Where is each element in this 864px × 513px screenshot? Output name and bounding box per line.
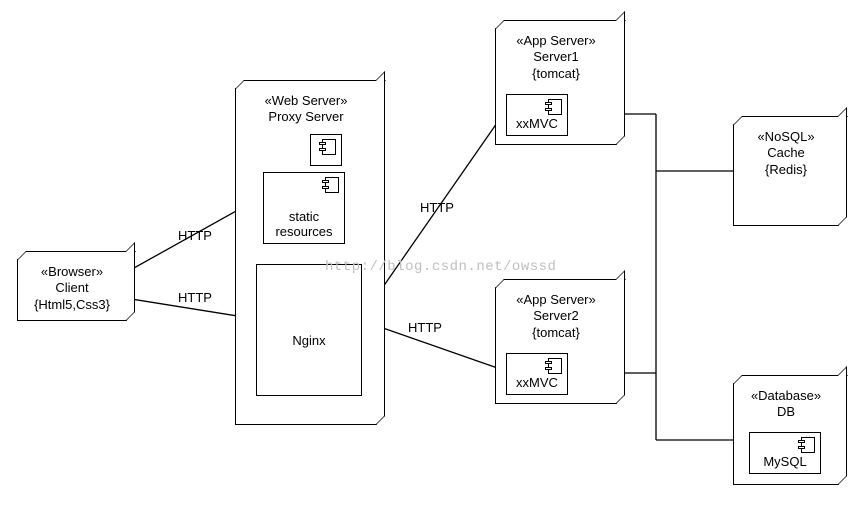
component-server2-mvc: xxMVC: [506, 353, 568, 395]
component-icon: [548, 358, 562, 374]
db-name: DB: [734, 404, 838, 420]
static-resources-label: staticresources: [264, 210, 344, 240]
component-icon: [325, 177, 339, 193]
component-static-resources: staticresources: [263, 172, 345, 244]
cache-name: Cache: [734, 145, 838, 161]
client-name: Client: [18, 280, 126, 296]
watermark: http://blog.csdn.net/owssd: [325, 259, 556, 275]
edge-label: HTTP: [408, 320, 442, 335]
server1-name: Server1: [496, 49, 616, 65]
cache-stereotype: «NoSQL»: [734, 129, 838, 145]
server2-mvc-label: xxMVC: [507, 376, 567, 391]
component-icon: [322, 139, 336, 155]
server2-name: Server2: [496, 308, 616, 324]
client-stereotype: «Browser»: [18, 264, 126, 280]
component-nginx: Nginx: [256, 264, 362, 396]
nginx-label: Nginx: [257, 333, 361, 348]
db-stereotype: «Database»: [734, 388, 838, 404]
component-icon: [801, 437, 815, 453]
edge-label: HTTP: [178, 290, 212, 305]
server2-stereotype: «App Server»: [496, 292, 616, 308]
server1-tags: {tomcat}: [496, 66, 616, 82]
edge-label: HTTP: [178, 228, 212, 243]
component-server1-mvc: xxMVC: [506, 94, 568, 136]
mysql-label: MySQL: [750, 455, 820, 470]
edge-label: HTTP: [420, 200, 454, 215]
component-mysql: MySQL: [749, 432, 821, 474]
node-client: «Browser» Client {Html5,Css3}: [17, 259, 127, 321]
cache-tags: {Redis}: [734, 162, 838, 178]
proxy-stereotype: «Web Server»: [236, 93, 376, 109]
server2-tags: {tomcat}: [496, 325, 616, 341]
proxy-name: Proxy Server: [236, 109, 376, 125]
proxy-icon-box: [310, 134, 342, 166]
node-cache: «NoSQL» Cache {Redis}: [733, 124, 839, 226]
component-icon: [548, 99, 562, 115]
client-tags: {Html5,Css3}: [18, 297, 126, 313]
server1-stereotype: «App Server»: [496, 33, 616, 49]
server1-mvc-label: xxMVC: [507, 117, 567, 132]
